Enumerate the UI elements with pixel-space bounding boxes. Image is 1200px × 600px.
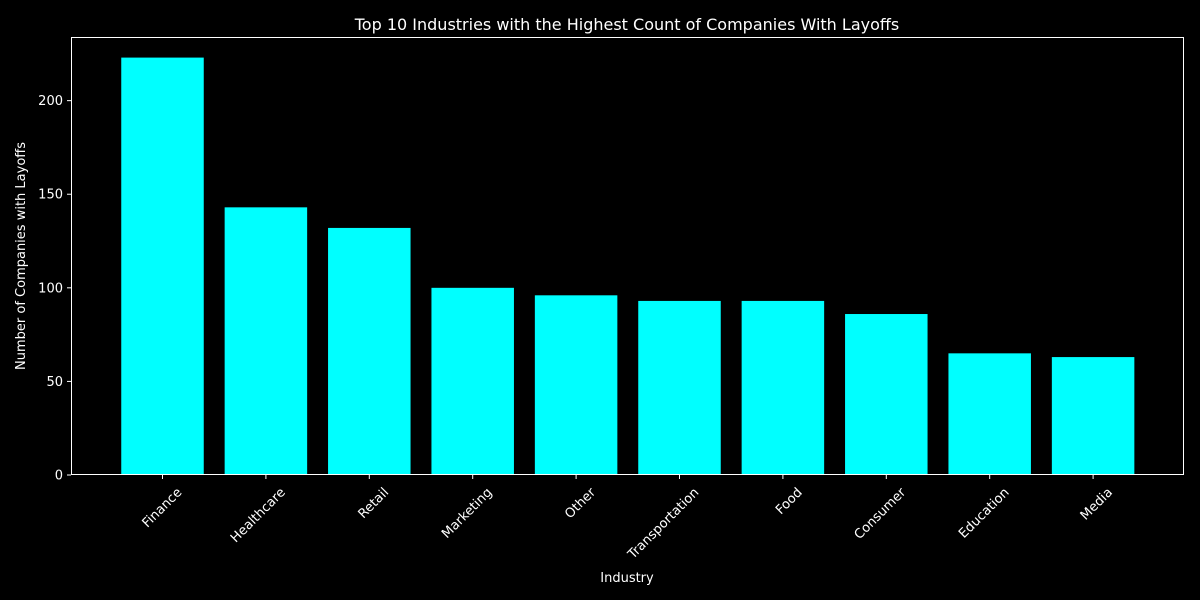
y-tick-label: 100 — [38, 281, 63, 296]
x-tick-label: Consumer — [852, 485, 910, 543]
bar-retail — [328, 227, 411, 475]
bar-education — [948, 353, 1031, 475]
bars — [121, 57, 1135, 476]
x-tick-label: Marketing — [439, 485, 495, 541]
y-tick-label: 50 — [46, 375, 63, 390]
x-tick-label: Education — [956, 485, 1012, 541]
chart-title: Top 10 Industries with the Highest Count… — [354, 15, 900, 34]
x-tick-label: Other — [562, 485, 599, 522]
x-tick-label: Food — [773, 485, 806, 518]
x-axis-title: Industry — [600, 571, 654, 586]
bar-finance — [121, 57, 204, 475]
x-axis-ticks: Finance Healthcare Retail Marketing Other Tra… — [140, 475, 1116, 563]
bar-healthcare — [224, 207, 308, 476]
x-tick-label: Healthcare — [228, 485, 289, 546]
y-tick-label: 150 — [38, 188, 63, 203]
x-tick-label: Retail — [356, 485, 393, 522]
y-axis-title: Number of Companies with Layoffs — [14, 142, 29, 370]
y-axis-ticks: 0 50 100 150 200 — [38, 94, 71, 484]
bar-media — [1051, 357, 1135, 475]
bar-consumer — [845, 314, 928, 475]
bar-other — [534, 295, 618, 475]
x-tick-label: Finance — [140, 485, 186, 531]
bar-transportation — [638, 300, 721, 475]
axes-frame — [71, 37, 1184, 475]
x-tick-label: Transportation — [625, 485, 703, 563]
y-tick-label: 200 — [38, 94, 63, 109]
bar-food — [741, 300, 825, 475]
y-tick-label: 0 — [55, 469, 63, 484]
x-tick-label: Media — [1078, 485, 1116, 523]
bar-marketing — [431, 287, 514, 475]
axes — [71, 37, 1184, 475]
